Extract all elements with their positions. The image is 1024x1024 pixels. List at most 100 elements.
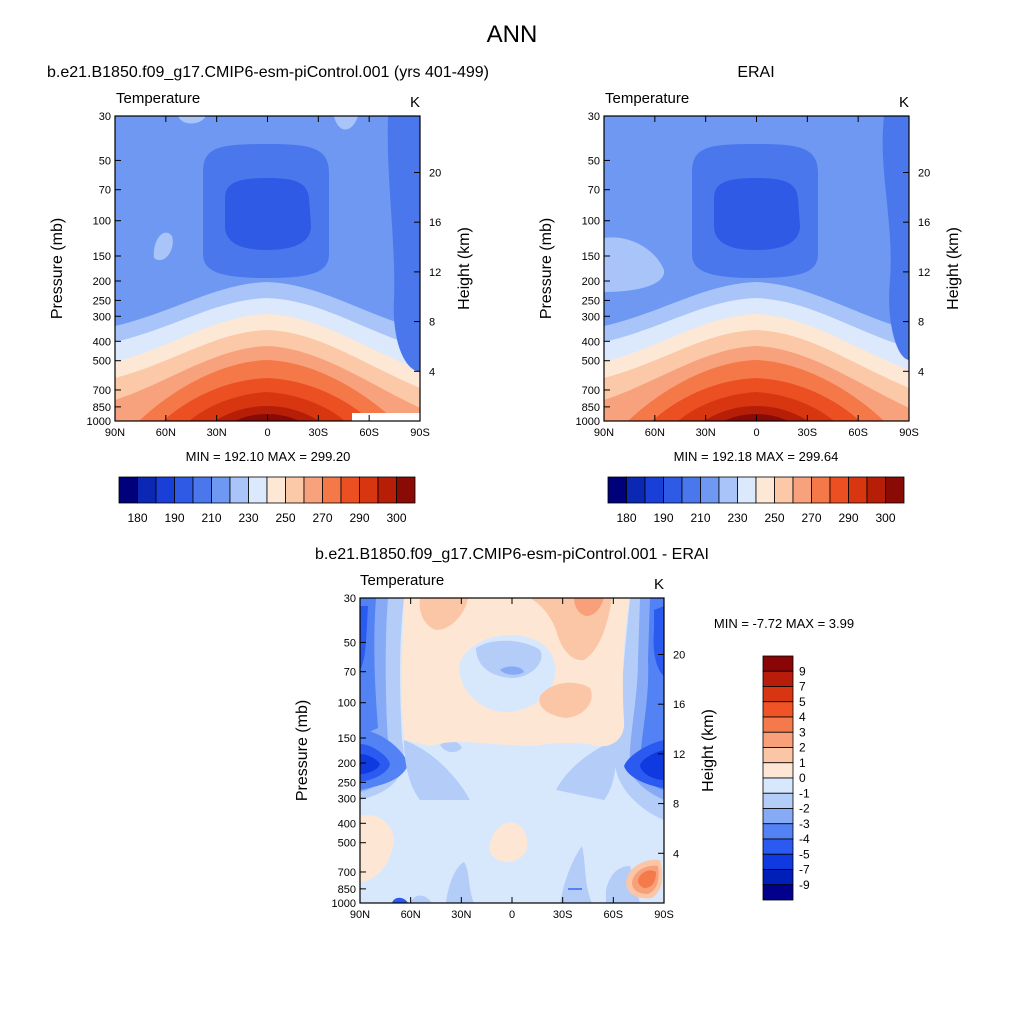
- panel-title: ERAI: [737, 64, 774, 81]
- y-tick-label: 100: [93, 216, 111, 228]
- contour-band: [446, 862, 474, 903]
- colorbar-label: 210: [201, 511, 221, 525]
- colorbar-label: 190: [653, 511, 673, 525]
- colorbar-swatch: [285, 476, 305, 504]
- height-axis-label: Height (km): [945, 227, 962, 310]
- height-tick-label: 8: [918, 317, 924, 329]
- contour-band: [489, 822, 528, 862]
- colorbar-label: -7: [799, 863, 810, 877]
- x-tick-label: 60N: [156, 427, 176, 439]
- y-tick-label: 850: [582, 402, 600, 414]
- contour-band: [215, 406, 319, 421]
- stats-label: MIN = 192.10 MAX = 299.20: [186, 449, 351, 464]
- colorbar-label: 180: [616, 511, 636, 525]
- colorbar-label: 4: [799, 710, 806, 724]
- stats-label: MIN = -7.72 MAX = 3.99: [714, 616, 854, 631]
- colorbar-swatch: [885, 476, 905, 504]
- contour-band: [882, 116, 909, 360]
- y-tick-label: 250: [93, 295, 111, 307]
- x-tick-label: 60S: [604, 909, 624, 921]
- x-tick-label: 90S: [654, 909, 674, 921]
- colorbar-swatch: [848, 476, 868, 504]
- panel-title: b.e21.B1850.f09_g17.CMIP6-esm-piControl.…: [47, 64, 489, 81]
- x-tick-label: 30S: [553, 909, 573, 921]
- x-tick-label: 0: [753, 427, 759, 439]
- colorbar-swatch: [762, 655, 794, 672]
- colorbar-swatch: [762, 838, 794, 855]
- height-tick-label: 12: [673, 749, 685, 761]
- colorbar-swatch: [700, 476, 720, 504]
- x-tick-label: 60N: [645, 427, 665, 439]
- x-tick-label: 30S: [798, 427, 818, 439]
- y-tick-label: 50: [344, 637, 356, 649]
- colorbar-swatch: [737, 476, 757, 504]
- x-tick-label: 90N: [350, 909, 370, 921]
- colorbar-label: 300: [386, 511, 406, 525]
- y-axis-label: Pressure (mb): [538, 218, 555, 319]
- x-tick-label: 30N: [696, 427, 716, 439]
- colorbar-swatch: [762, 747, 794, 764]
- x-tick-label: 30N: [207, 427, 227, 439]
- colorbar-swatch: [718, 476, 738, 504]
- colorbar-swatch: [322, 476, 342, 504]
- x-tick-label: 90S: [899, 427, 919, 439]
- colorbar-swatch: [829, 476, 849, 504]
- colorbar-swatch: [755, 476, 775, 504]
- y-tick-label: 100: [338, 698, 356, 710]
- y-tick-label: 700: [93, 385, 111, 397]
- colorbar-swatch: [681, 476, 701, 504]
- colorbar-label: 1: [799, 756, 806, 770]
- height-tick-label: 8: [429, 317, 435, 329]
- y-tick-label: 1000: [87, 416, 111, 428]
- colorbar-swatch: [774, 476, 794, 504]
- y-tick-label: 300: [93, 311, 111, 323]
- contour-band: [225, 178, 311, 250]
- colorbar-swatch: [644, 476, 664, 504]
- colorbar-swatch: [174, 476, 194, 504]
- height-tick-label: 4: [918, 366, 924, 378]
- colorbar-swatch: [229, 476, 249, 504]
- colorbar-label: 270: [312, 511, 332, 525]
- contour-band: [360, 815, 394, 882]
- contour-band: [476, 640, 542, 678]
- y-tick-label: 150: [338, 733, 356, 745]
- missing-data-patch: [352, 413, 420, 421]
- y-tick-label: 500: [338, 838, 356, 850]
- height-tick-label: 20: [673, 649, 685, 661]
- height-tick-label: 12: [429, 267, 441, 279]
- colorbar-label: 300: [875, 511, 895, 525]
- units-label: K: [654, 576, 664, 593]
- colorbar-swatch: [762, 777, 794, 794]
- colorbar-swatch: [266, 476, 286, 504]
- colorbar-swatch: [762, 869, 794, 886]
- colorbar-label: 180: [127, 511, 147, 525]
- y-tick-label: 500: [582, 356, 600, 368]
- colorbar-label: -1: [799, 786, 810, 800]
- contour-band: [539, 682, 592, 718]
- colorbar-swatch: [762, 762, 794, 779]
- figure-title: ANN: [487, 21, 538, 48]
- colorbar-label: -4: [799, 832, 810, 846]
- height-tick-label: 16: [673, 699, 685, 711]
- height-tick-label: 12: [918, 267, 930, 279]
- y-tick-label: 700: [338, 867, 356, 879]
- colorbar-swatch: [359, 476, 379, 504]
- y-tick-label: 50: [99, 155, 111, 167]
- height-tick-label: 8: [673, 799, 679, 811]
- colorbar-swatch: [762, 670, 794, 687]
- stats-label: MIN = 192.18 MAX = 299.64: [674, 449, 839, 464]
- units-label: K: [410, 94, 420, 111]
- colorbar-label: -5: [799, 847, 810, 861]
- contour-band: [574, 598, 604, 616]
- height-tick-label: 20: [429, 167, 441, 179]
- y-tick-label: 200: [93, 276, 111, 288]
- contour-band: [640, 750, 664, 780]
- contour-band: [556, 740, 617, 800]
- colorbar-label: -3: [799, 817, 810, 831]
- y-tick-label: 400: [93, 336, 111, 348]
- colorbar-label: -9: [799, 878, 810, 892]
- y-tick-label: 400: [582, 336, 600, 348]
- colorbar-swatch: [248, 476, 268, 504]
- x-tick-label: 0: [509, 909, 515, 921]
- colorbar-label: 230: [727, 511, 747, 525]
